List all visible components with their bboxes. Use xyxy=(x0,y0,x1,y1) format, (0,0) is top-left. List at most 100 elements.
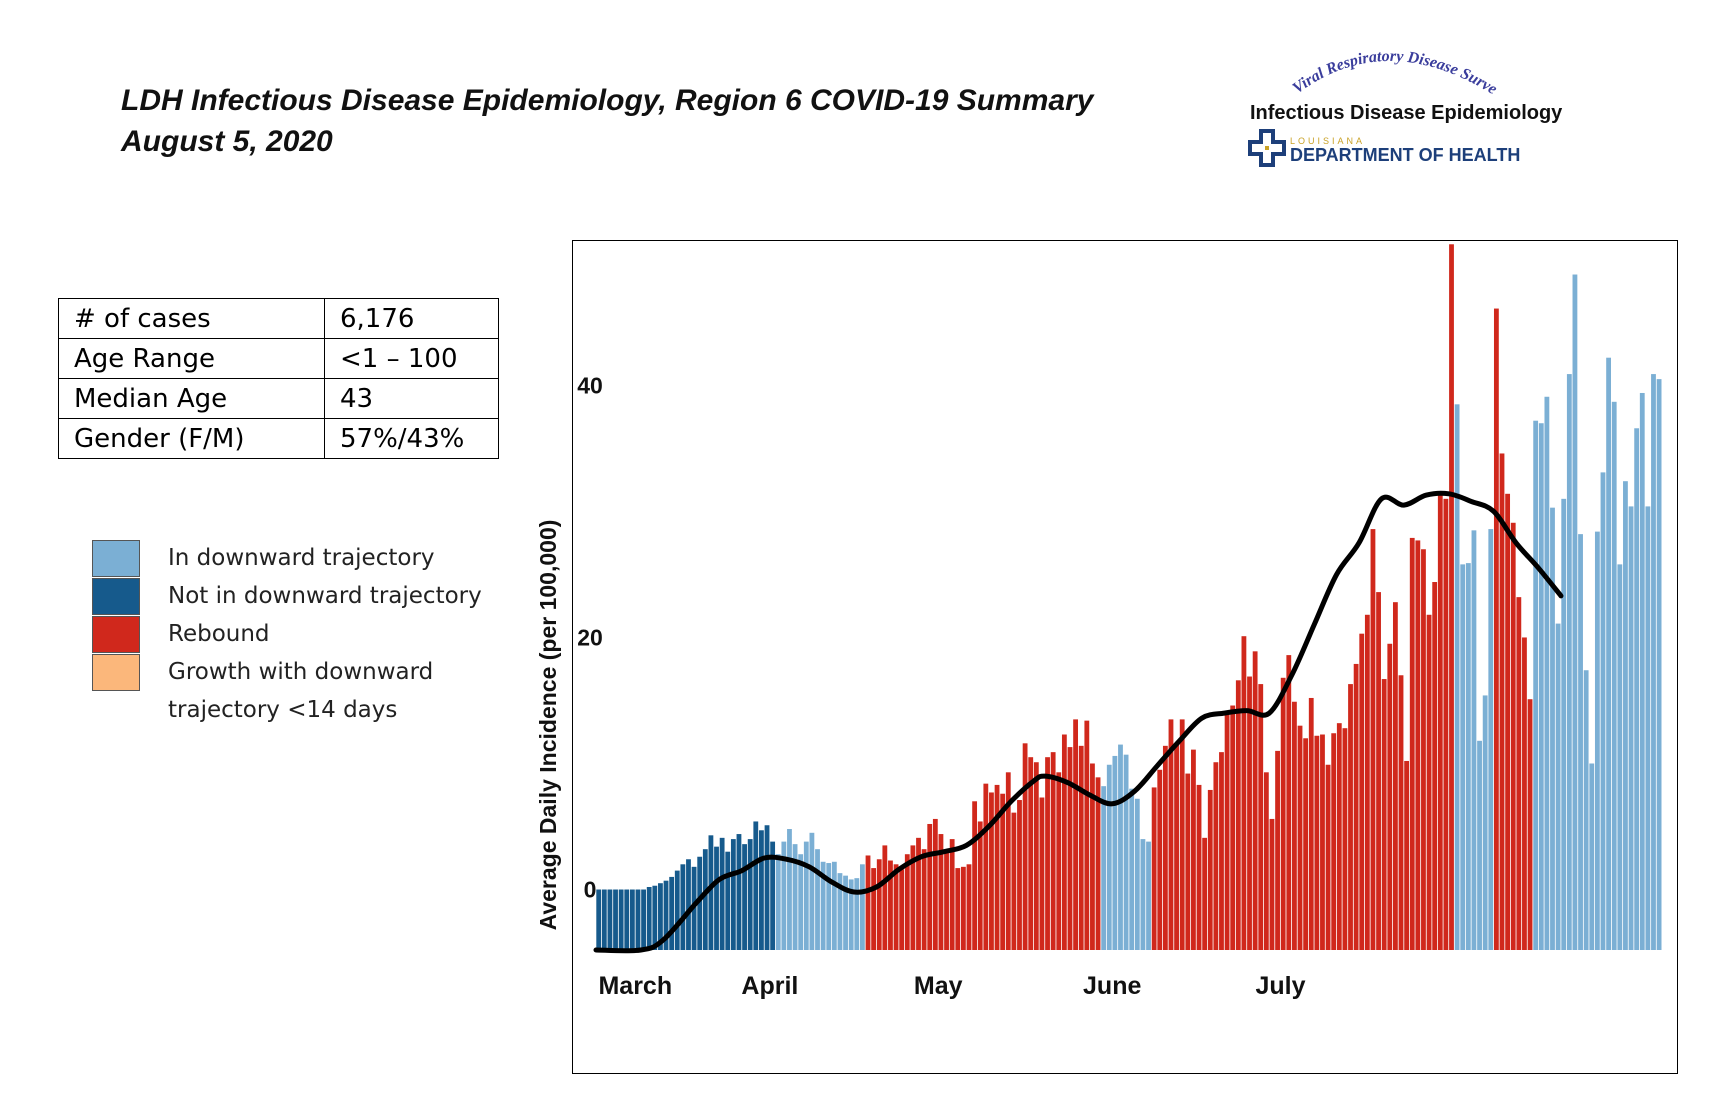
bar-rebound xyxy=(1325,764,1331,950)
x-tick-label: April xyxy=(741,972,798,1000)
bar-notdown xyxy=(725,851,731,950)
bar-down xyxy=(1471,530,1477,950)
bar-rebound xyxy=(1207,789,1213,950)
bar-rebound xyxy=(1443,498,1449,950)
bar-rebound xyxy=(1516,597,1522,950)
legend-label-growth: Growth with downward trajectory <14 days xyxy=(168,659,434,723)
bar-notdown xyxy=(635,889,641,950)
bar-down xyxy=(1118,744,1123,950)
bar-down xyxy=(1572,274,1578,950)
bar-notdown xyxy=(663,880,669,950)
bar-notdown xyxy=(607,889,613,950)
bar-rebound xyxy=(927,823,933,950)
bar-notdown xyxy=(697,856,703,950)
bar-down xyxy=(1134,798,1140,950)
bar-down xyxy=(1482,695,1488,950)
bar-rebound xyxy=(1202,837,1208,950)
bar-rebound xyxy=(1505,493,1511,950)
bar-down xyxy=(1129,788,1135,950)
x-tick-label: July xyxy=(1255,972,1305,1000)
bar-down xyxy=(1634,428,1640,950)
bar-rebound xyxy=(876,859,882,950)
bar-notdown xyxy=(730,839,736,950)
bar-notdown xyxy=(680,864,686,950)
bar-rebound xyxy=(1000,793,1006,950)
bar-rebound xyxy=(1235,680,1241,950)
bar-down xyxy=(837,873,843,950)
bar-rebound xyxy=(899,869,905,950)
bar-rebound xyxy=(1039,797,1045,950)
bar-rebound xyxy=(1151,787,1157,950)
bar-notdown xyxy=(719,837,725,950)
bar-down xyxy=(1651,374,1656,951)
bar-down xyxy=(1550,507,1555,950)
bar-rebound xyxy=(1174,744,1179,950)
bar-rebound xyxy=(1499,453,1505,950)
table-cell-value: <1 – 100 xyxy=(324,338,499,379)
bar-rebound xyxy=(1022,743,1028,950)
bar-rebound xyxy=(882,845,888,950)
bar-rebound xyxy=(1269,818,1275,950)
bar-rebound xyxy=(1392,602,1398,950)
bar-rebound xyxy=(1432,582,1438,950)
bar-rebound xyxy=(949,839,955,950)
bar-notdown xyxy=(613,889,618,950)
bar-rebound xyxy=(1331,733,1337,950)
logo-arc-graphic: Viral Respiratory Disease Surveillance P… xyxy=(1230,24,1500,98)
bar-rebound xyxy=(983,783,989,950)
table-cell-label: # of cases xyxy=(58,298,325,339)
bar-notdown xyxy=(658,883,663,950)
page-title: LDH Infectious Disease Epidemiology, Reg… xyxy=(121,80,1093,162)
bar-rebound xyxy=(1084,720,1090,950)
bar-rebound xyxy=(1404,760,1410,950)
bar-down xyxy=(1566,374,1572,951)
bar-down xyxy=(1533,420,1539,951)
bar-rebound xyxy=(1011,812,1017,950)
bar-rebound xyxy=(1297,725,1303,950)
bar-rebound xyxy=(1056,772,1062,950)
bar-rebound xyxy=(1095,777,1101,950)
bar-rebound xyxy=(1067,747,1073,950)
bar-notdown xyxy=(764,825,770,950)
bar-rebound xyxy=(1033,762,1039,950)
bar-notdown xyxy=(629,889,635,950)
bar-rebound xyxy=(1196,784,1202,950)
bar-rebound xyxy=(960,866,966,950)
bar-down xyxy=(775,854,781,950)
bar-rebound xyxy=(910,845,916,950)
bar-down xyxy=(1488,529,1494,950)
bar-rebound xyxy=(1320,734,1325,950)
bar-rebound xyxy=(1527,699,1533,950)
bar-rebound xyxy=(944,850,949,950)
bar-rebound xyxy=(893,864,899,950)
x-tick-label: June xyxy=(1083,972,1141,1000)
bar-down xyxy=(1140,839,1146,950)
bar-rebound xyxy=(1061,734,1067,950)
bar-notdown xyxy=(641,889,646,950)
bar-rebound xyxy=(1409,537,1415,950)
bar-rebound xyxy=(1191,749,1196,950)
bar-down xyxy=(1477,740,1482,950)
bar-down xyxy=(792,844,798,950)
bar-down xyxy=(859,864,865,950)
bar-notdown xyxy=(674,870,680,950)
bar-rebound xyxy=(1258,684,1264,950)
bar-down xyxy=(1639,392,1645,951)
bar-rebound xyxy=(1078,745,1084,950)
bar-down xyxy=(781,841,787,950)
bar-down xyxy=(1112,755,1118,950)
bar-rebound xyxy=(1398,675,1404,950)
bar-rebound xyxy=(1230,705,1236,950)
table-row: Gender (F/M) 57%/43% xyxy=(58,418,499,459)
bar-notdown xyxy=(646,886,652,950)
bar-down xyxy=(843,875,848,950)
bar-rebound xyxy=(977,821,983,950)
bar-rebound xyxy=(1522,637,1527,950)
bar-rebound xyxy=(1308,697,1314,950)
bar-down xyxy=(1123,754,1129,950)
bar-down xyxy=(1589,763,1595,950)
y-axis-ticks: 0 20 40 xyxy=(577,372,603,902)
bar-rebound xyxy=(955,868,961,950)
bar-down xyxy=(826,863,832,950)
